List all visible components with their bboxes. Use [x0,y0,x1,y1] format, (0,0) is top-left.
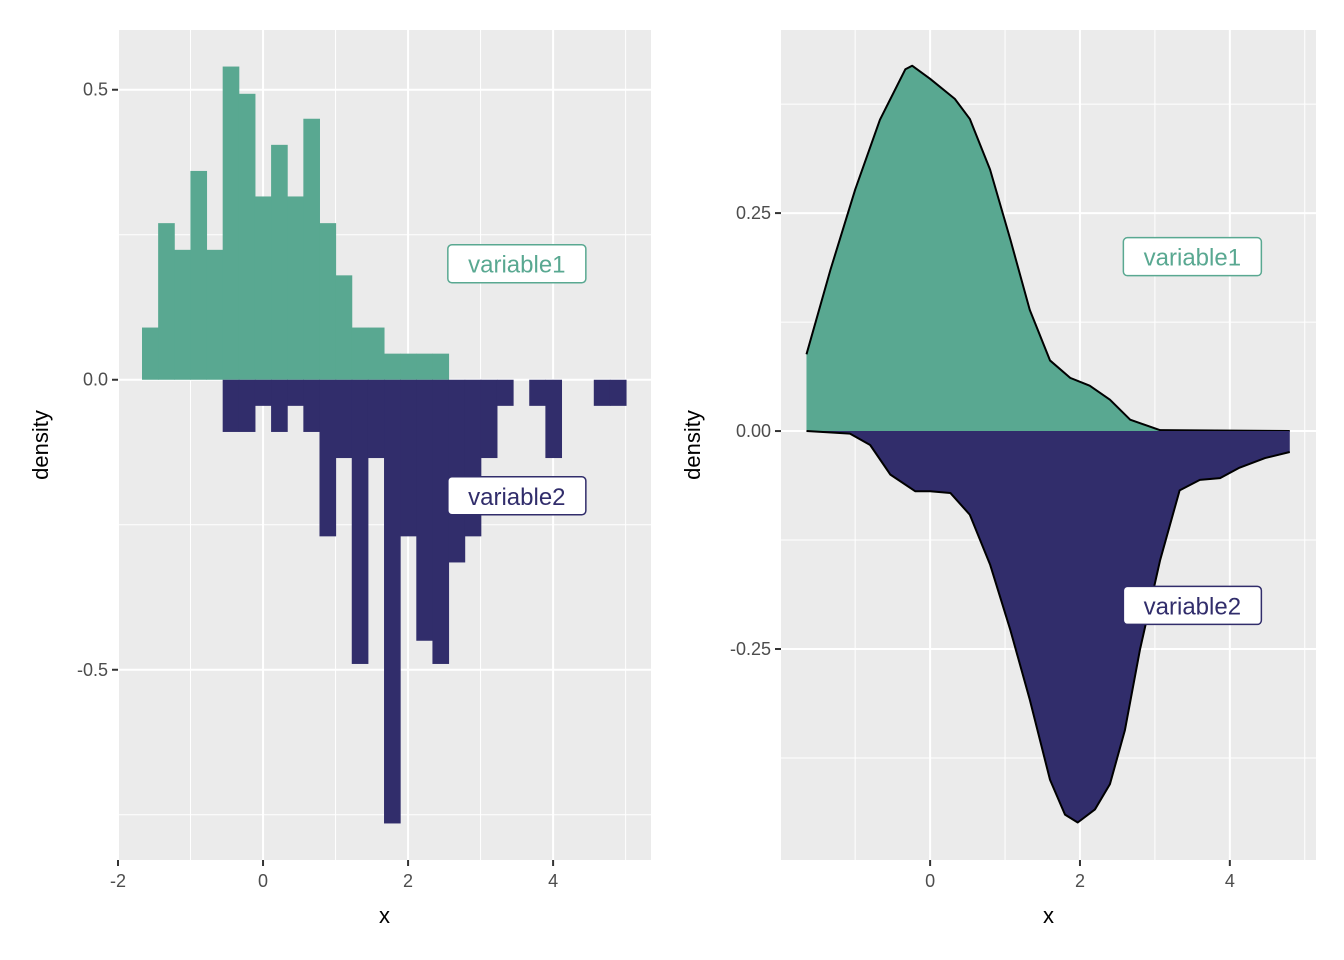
bar-variable2 [400,379,417,537]
density-line-variable1 [805,64,1290,433]
label-variable2: variable2 [1144,593,1241,620]
bar-variable2 [271,379,288,432]
bar-variable1 [174,249,191,380]
bar-variable2 [335,379,353,459]
x-tick-label: 0 [925,871,935,891]
x-tick-label: 4 [548,871,558,891]
bar-variable1 [271,144,288,380]
bar-variable1 [384,353,401,380]
panel-right: 0 2 4 -0.25 0.00 0.25 x density variable1 variabl… [680,30,1316,928]
bar-variable1 [158,223,175,380]
y-tick-label: 0.00 [736,421,771,441]
bar-variable1 [351,327,369,380]
bar-variable2 [222,379,240,432]
bar-variable2 [496,379,514,406]
bar-variable2 [416,379,433,641]
bar-variable2 [432,379,450,664]
y-tick-label: 0.25 [736,203,771,223]
bar-variable1 [238,93,256,380]
y-tick-label: -0.5 [77,660,108,680]
bar-variable2 [480,379,498,459]
y-axis-title: density [28,410,53,480]
y-tick-label: -0.25 [730,639,771,659]
label-box-variable2 [1122,585,1263,626]
bar-variable2 [254,379,272,406]
x-tick-label: -2 [110,871,126,891]
bar-variable2 [529,379,546,406]
label-variable1: variable1 [1144,245,1241,272]
bar-variable1 [335,275,353,380]
label-variable2: variable2 [468,484,565,511]
x-axis-title: x [379,903,390,928]
bar-variable2 [303,379,320,432]
area-variable1 [806,65,1290,432]
bar-variable1 [367,327,385,380]
label-variable1: variable1 [468,252,565,279]
label-box-variable2 [447,476,587,516]
bar-variable1 [206,249,224,380]
bar-variable1 [190,170,208,380]
bar-variable1 [319,223,337,380]
x-tick-label: 2 [1075,871,1085,891]
bar-variable2 [367,379,385,459]
bar-variable1 [222,66,240,380]
x-tick-label: 0 [258,871,268,891]
x-tick-label: 2 [403,871,413,891]
bar-variable1 [142,327,159,380]
bar-variable2 [319,379,337,537]
bar-variable2 [448,379,466,563]
x-axis-title: x [1043,903,1054,928]
x-tick-label: 4 [1225,871,1235,891]
y-tick-label: 0.0 [83,370,108,390]
y-axis-title: density [680,410,705,480]
bar-variable1 [303,118,320,380]
density-line-variable2 [806,430,1291,824]
bar-variable2 [609,379,627,406]
bar-variable2 [351,379,369,664]
panel-left: -2 0 2 4 -0.5 0.0 0.5 x density variable1 variable… [28,30,651,928]
bar-variable2 [593,379,611,406]
bar-variable1 [400,353,417,380]
bar-variable1 [254,196,272,380]
bar-variable2 [287,379,304,406]
bar-variable1 [287,196,304,380]
bar-variable2 [238,379,256,432]
label-box-variable1 [1122,236,1263,277]
label-box-variable1 [447,243,587,284]
bar-variable2 [384,379,401,824]
bar-variable1 [416,353,433,380]
bar-variable1 [432,353,450,380]
bar-variable2 [545,379,563,459]
area-variable2 [806,431,1290,823]
y-tick-label: 0.5 [83,80,108,100]
